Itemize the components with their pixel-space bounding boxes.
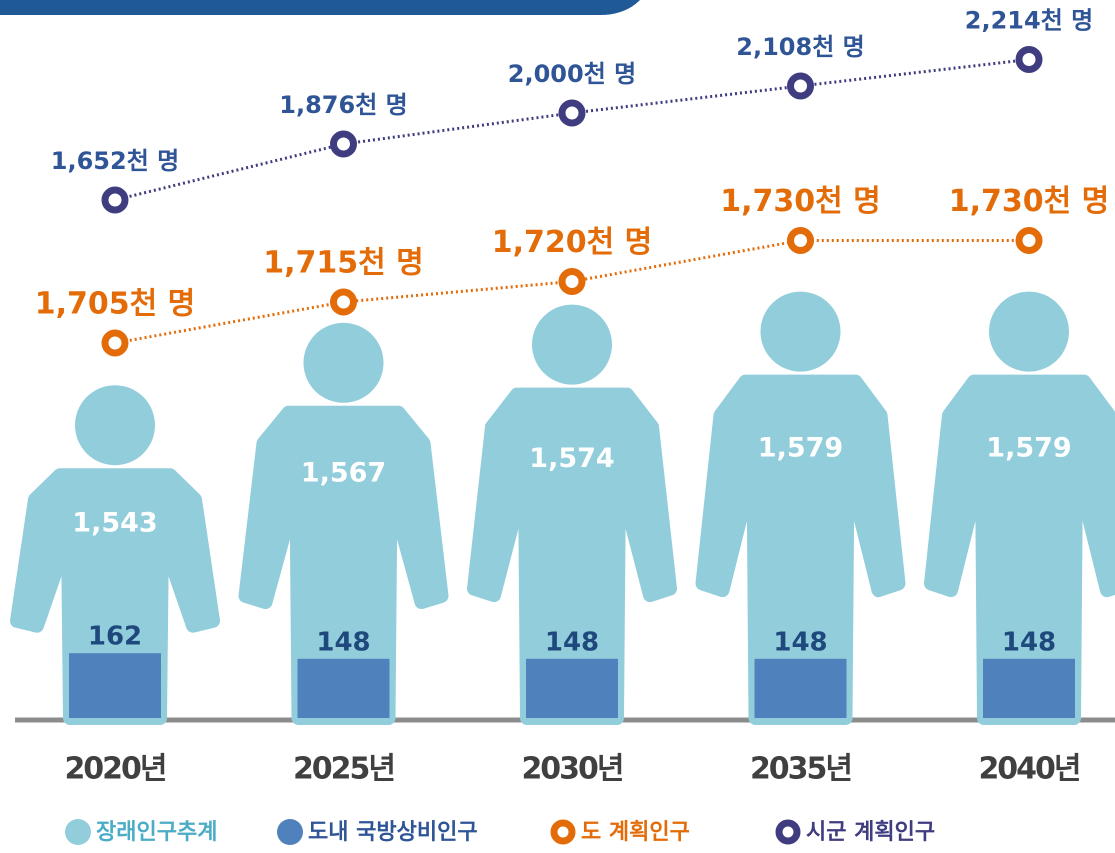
plan-label: 1,652천 명: [51, 147, 179, 175]
x-tick-label: 2030년: [521, 752, 622, 787]
defense-label: 148: [316, 627, 370, 657]
defense-label: 162: [88, 622, 142, 652]
x-tick-label: 2025년: [293, 752, 394, 787]
value-label: 1,579: [986, 432, 1071, 463]
defense-bar: [298, 659, 390, 718]
person-head: [532, 305, 612, 385]
legend-swatch: [277, 819, 303, 845]
plan-marker: [562, 272, 582, 292]
value-label: 1,543: [72, 507, 157, 538]
legend-swatch: [554, 823, 572, 841]
value-label: 1,574: [529, 443, 614, 474]
legend-label: 시군 계획인구: [806, 820, 935, 845]
value-label: 1,567: [301, 457, 386, 488]
person-head: [75, 385, 155, 465]
plan-label: 1,730천 명: [949, 184, 1110, 219]
header-bar: [0, 0, 640, 15]
plan-marker: [562, 103, 582, 123]
legend-swatch: [65, 819, 91, 845]
plan-marker: [334, 292, 354, 312]
plan-marker: [1019, 231, 1039, 251]
plan-label: 1,876천 명: [279, 91, 407, 119]
defense-bar: [526, 659, 618, 718]
x-tick-label: 2040년: [978, 752, 1079, 787]
person-head: [304, 323, 384, 403]
plan-label: 2,000천 명: [508, 60, 636, 88]
plan-label: 1,730천 명: [720, 184, 881, 219]
defense-bar: [69, 653, 161, 718]
defense-label: 148: [1002, 627, 1056, 657]
plan-label: 1,705천 명: [35, 287, 196, 322]
plan-marker: [105, 333, 125, 353]
legend-label: 도내 국방상비인구: [308, 820, 478, 845]
plan-marker: [105, 190, 125, 210]
x-tick-label: 2035년: [750, 752, 851, 787]
plan-marker: [334, 134, 354, 154]
person-head: [989, 292, 1069, 372]
person-head: [761, 292, 841, 372]
legend-label: 장래인구추계: [96, 820, 217, 845]
plan-marker: [791, 231, 811, 251]
plan-marker: [1019, 50, 1039, 70]
plan-label: 2,108천 명: [736, 33, 864, 61]
value-label: 1,579: [758, 432, 843, 463]
defense-label: 148: [773, 627, 827, 657]
defense-bar: [983, 659, 1075, 718]
person-figure: [246, 323, 442, 718]
legend-label: 도 계획인구: [581, 820, 690, 845]
defense-label: 148: [545, 627, 599, 657]
defense-bar: [755, 659, 847, 718]
legend-swatch: [779, 823, 797, 841]
plan-label: 2,214천 명: [965, 7, 1093, 35]
plan-label: 1,720천 명: [492, 225, 653, 260]
plan-marker: [791, 76, 811, 96]
plan-label: 1,715천 명: [263, 246, 424, 281]
chart: 1,543 162 2020년 1,567 148 2025년 1,574 148 2030년 1…: [0, 0, 1115, 853]
x-tick-label: 2020년: [64, 752, 165, 787]
